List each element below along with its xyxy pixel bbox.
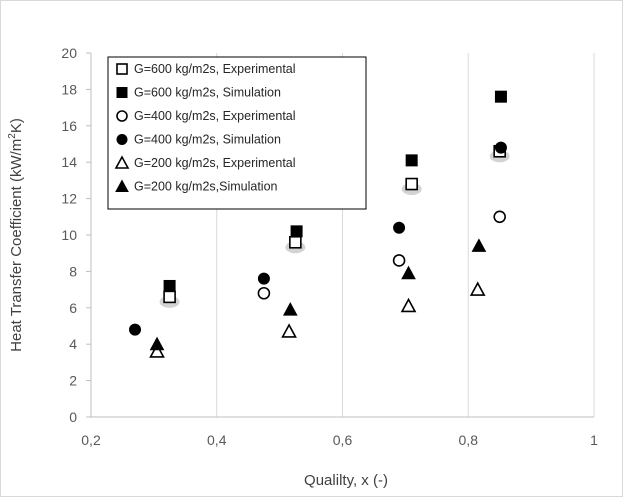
x-tick-label: 0,2: [81, 432, 101, 448]
legend-label: G=600 kg/m2s, Experimental: [134, 62, 296, 76]
y-axis-title-main: Heat Transfer Coefficient (kW/m: [8, 139, 25, 352]
legend-marker-circle-open: [116, 110, 128, 122]
data-point-circle-filled: [393, 221, 406, 234]
legend-items: G=600 kg/m2s, Experimental G=600 kg/m2s, …: [114, 62, 296, 194]
tick-labels: 0 2 4 6 8 10 12 14 16 18 20 0,2 0,4 0,6 0,8 1: [61, 45, 598, 448]
legend: G=600 kg/m2s, Experimental G=600 kg/m2s, …: [107, 56, 367, 210]
axis-layer: [86, 52, 594, 418]
x-tick-label: 1: [590, 432, 598, 448]
legend-label: G=600 kg/m2s, Simulation: [134, 86, 281, 100]
data-point-triangle-open: [149, 343, 165, 358]
data-point-square-open: [405, 177, 418, 191]
legend-label: G=200 kg/m2s,Simulation: [134, 180, 278, 194]
y-tick-label: 12: [61, 191, 77, 207]
data-point-triangle-filled: [149, 336, 165, 351]
data-point-triangle-open: [400, 297, 417, 313]
y-tick-label: 0: [69, 409, 77, 425]
y-tick-label: 10: [61, 227, 77, 243]
data-point-square-filled: [494, 90, 507, 103]
y-tick-label: 14: [61, 154, 77, 170]
data-point-triangle-filled: [471, 238, 487, 252]
x-tick-label: 0,6: [333, 432, 353, 448]
y-tick-label: 20: [61, 45, 77, 61]
y-tick-label: 2: [69, 373, 77, 389]
legend-label: G=200 kg/m2s, Experimental: [134, 156, 296, 170]
data-point-square-filled: [290, 225, 303, 238]
y-tick-label: 6: [69, 300, 77, 316]
y-axis-title-end: K): [8, 118, 25, 133]
data-point-circle-filled: [257, 272, 270, 285]
data-point-triangle-filled: [401, 265, 416, 280]
legend-marker-square-filled: [116, 87, 128, 98]
data-point-triangle-open: [281, 323, 297, 338]
y-axis-title-superscript: 2: [7, 133, 18, 139]
legend-marker-circle-filled: [116, 134, 128, 145]
legend-marker-triangle-filled: [115, 179, 129, 192]
data-point-circle-open: [493, 210, 506, 224]
data-point-circle-open: [392, 254, 406, 267]
legend-label: G=400 kg/m2s, Simulation: [134, 133, 281, 147]
data-point-circle-open: [257, 286, 271, 300]
legend-marker-triangle-open: [114, 155, 130, 169]
data-point-square-open: [289, 235, 302, 249]
data-point-triangle-filled: [282, 302, 298, 316]
data-point-circle-filled: [129, 323, 142, 336]
x-axis-title: Qualilty, x (-): [304, 472, 388, 489]
legend-box: [107, 56, 367, 210]
y-tick-label: 4: [69, 336, 77, 352]
data-point-square-filled: [163, 279, 176, 292]
data-point-square-open: [163, 290, 176, 304]
data-point-triangle-open: [469, 281, 486, 296]
y-tick-label: 8: [69, 263, 77, 279]
data-point-square-filled: [405, 154, 418, 167]
legend-label: G=400 kg/m2s, Experimental: [134, 109, 296, 123]
y-tick-label: 18: [61, 81, 77, 97]
data-points: [129, 90, 510, 358]
y-tick-label: 16: [61, 118, 77, 134]
x-tick-label: 0,8: [459, 432, 479, 448]
x-tick-label: 0,4: [207, 432, 227, 448]
data-point-circle-filled: [494, 141, 507, 154]
legend-marker-square-open: [116, 63, 128, 75]
y-axis-title: Heat Transfer Coefficient (kW/m2K): [7, 118, 25, 352]
